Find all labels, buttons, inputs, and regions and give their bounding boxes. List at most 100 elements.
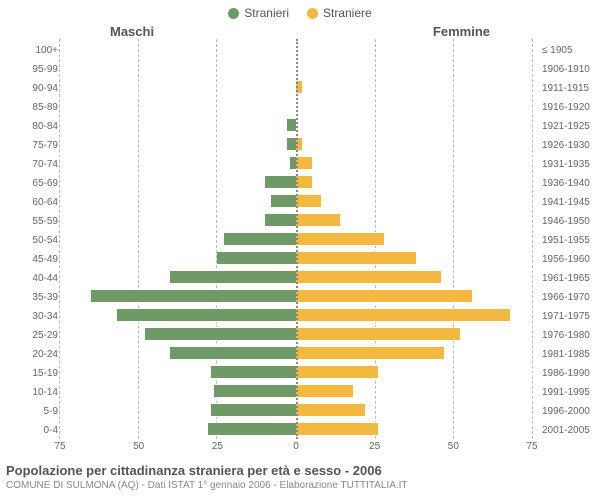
row [296, 248, 532, 267]
row [296, 191, 532, 210]
y-tick-right: 1956-1960 [542, 250, 600, 269]
row [296, 267, 532, 286]
bar-female [296, 270, 441, 284]
x-tick: 25 [212, 441, 223, 452]
x-tick: 75 [54, 441, 65, 452]
row [60, 153, 296, 172]
y-tick-left: 75-79 [0, 136, 58, 155]
center-axis [296, 39, 298, 439]
row [296, 286, 532, 305]
row [60, 305, 296, 324]
y-tick-left: 25-29 [0, 326, 58, 345]
x-tick: 75 [526, 441, 537, 452]
row [296, 58, 532, 77]
bar-male [117, 308, 296, 322]
bars-female [296, 39, 532, 439]
y-tick-right: 1966-1970 [542, 288, 600, 307]
row [60, 58, 296, 77]
bar-male [208, 422, 296, 436]
y-axis-right: ≤ 19051906-19101911-19151916-19201921-19… [542, 39, 600, 439]
bar-male [145, 327, 296, 341]
row [60, 248, 296, 267]
row [296, 229, 532, 248]
bar-female [296, 308, 510, 322]
legend-dot-female [307, 8, 318, 19]
row [296, 362, 532, 381]
bar-male [224, 232, 296, 246]
bar-male [211, 403, 296, 417]
x-axis-right: 255075 [296, 441, 532, 455]
bar-male [170, 346, 296, 360]
bar-female [296, 251, 416, 265]
bar-female [296, 327, 460, 341]
y-tick-left: 35-39 [0, 288, 58, 307]
row [60, 210, 296, 229]
bar-female [296, 384, 353, 398]
bar-male [287, 118, 296, 132]
row [296, 419, 532, 438]
footer: Popolazione per cittadinanza straniera p… [0, 455, 600, 491]
x-axis-left: 7550250 [60, 441, 296, 455]
bar-male [287, 137, 296, 151]
x-axis: 7550250 255075 [0, 439, 600, 455]
row [296, 210, 532, 229]
y-tick-left: 85-89 [0, 98, 58, 117]
footer-title: Popolazione per cittadinanza straniera p… [6, 463, 594, 478]
y-tick-left: 65-69 [0, 174, 58, 193]
row [60, 324, 296, 343]
y-tick-left: 15-19 [0, 364, 58, 383]
bar-female [296, 422, 378, 436]
bar-female [296, 175, 312, 189]
legend-label-female: Straniere [323, 6, 372, 20]
y-tick-right: 1946-1950 [542, 212, 600, 231]
legend: Stranieri Straniere [0, 0, 600, 20]
row [296, 400, 532, 419]
bar-male [217, 251, 296, 265]
row [60, 381, 296, 400]
row [60, 134, 296, 153]
y-tick-right: 1981-1985 [542, 345, 600, 364]
row [60, 419, 296, 438]
subheader-right: Femmine [433, 24, 490, 39]
row [60, 400, 296, 419]
legend-item-female: Straniere [307, 6, 372, 20]
row [296, 134, 532, 153]
y-tick-right: 1961-1965 [542, 269, 600, 288]
y-tick-left: 60-64 [0, 193, 58, 212]
y-tick-right: 1906-1910 [542, 60, 600, 79]
y-tick-left: 45-49 [0, 250, 58, 269]
y-tick-left: 55-59 [0, 212, 58, 231]
x-tick: 50 [133, 441, 144, 452]
y-tick-left: 50-54 [0, 231, 58, 250]
row [296, 96, 532, 115]
row [296, 381, 532, 400]
bar-female [296, 194, 321, 208]
y-tick-left: 95-99 [0, 60, 58, 79]
bar-male [265, 213, 296, 227]
chart-area: Fasce di età Anni di nascita 100+95-9990… [0, 39, 600, 439]
y-tick-left: 20-24 [0, 345, 58, 364]
row [296, 172, 532, 191]
row [60, 362, 296, 381]
x-tick: 50 [448, 441, 459, 452]
y-tick-right: 1926-1930 [542, 136, 600, 155]
bar-female [296, 403, 365, 417]
row [296, 324, 532, 343]
bar-male [265, 175, 296, 189]
y-tick-right: 1921-1925 [542, 117, 600, 136]
y-tick-left: 100+ [0, 41, 58, 60]
row [296, 305, 532, 324]
legend-label-male: Stranieri [244, 6, 289, 20]
row [296, 77, 532, 96]
bar-male [91, 289, 296, 303]
subheaders: Maschi Femmine [0, 20, 600, 39]
row [60, 343, 296, 362]
bar-female [296, 365, 378, 379]
row [60, 191, 296, 210]
y-tick-right: 1976-1980 [542, 326, 600, 345]
y-tick-left: 70-74 [0, 155, 58, 174]
row [60, 229, 296, 248]
bar-female [296, 346, 444, 360]
y-tick-left: 5-9 [0, 402, 58, 421]
bar-male [211, 365, 296, 379]
